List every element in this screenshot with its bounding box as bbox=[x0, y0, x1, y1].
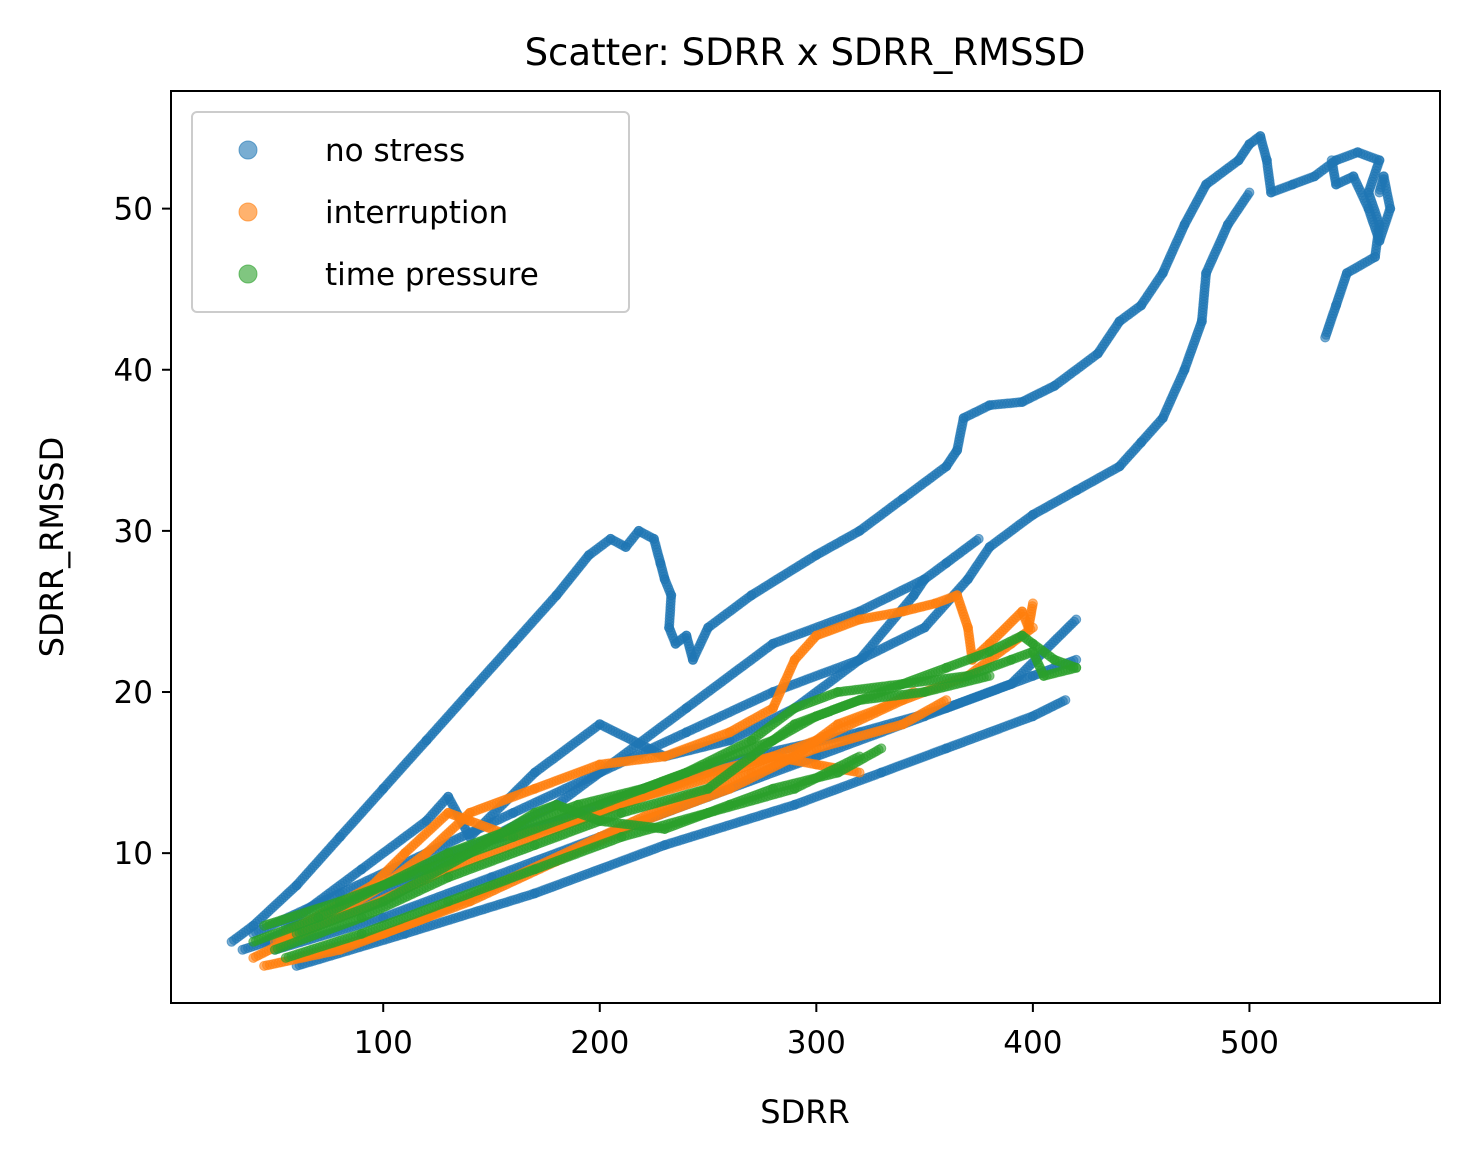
data-points-layer bbox=[226, 131, 1396, 971]
data-point bbox=[1071, 614, 1082, 625]
data-point bbox=[854, 767, 865, 778]
data-point bbox=[1027, 598, 1038, 609]
data-point bbox=[1060, 695, 1071, 706]
data-point bbox=[1320, 332, 1331, 343]
data-point bbox=[941, 695, 952, 706]
data-point bbox=[973, 533, 984, 544]
data-point bbox=[1027, 646, 1038, 657]
data-point bbox=[1244, 187, 1255, 198]
data-point bbox=[919, 574, 930, 585]
data-point bbox=[1326, 155, 1337, 166]
data-point bbox=[1027, 622, 1038, 633]
chart-title: Scatter: SDRR x SDRR_RMSSD bbox=[525, 31, 1086, 74]
